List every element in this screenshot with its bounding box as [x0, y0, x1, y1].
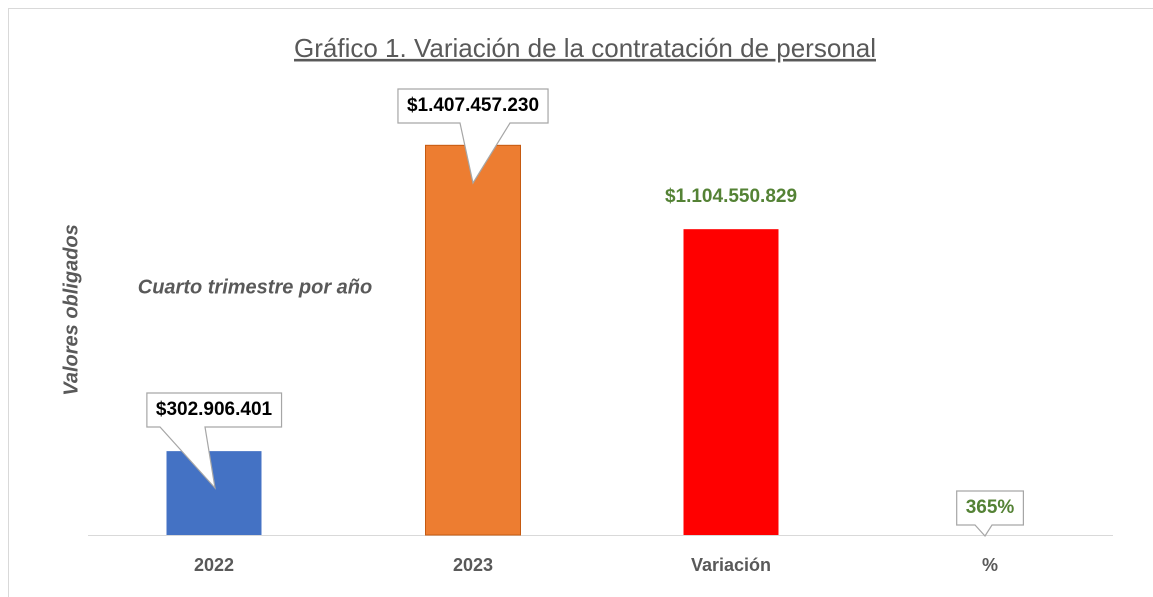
callout-box	[956, 490, 1024, 537]
bar	[425, 144, 521, 536]
value-label: $1.104.550.829	[665, 186, 797, 207]
value-label: $1.407.457.230	[407, 95, 539, 116]
x-tick-label: Variación	[691, 555, 771, 575]
value-label: $302.906.401	[156, 399, 273, 420]
callout-box	[146, 392, 283, 490]
chart-title: Gráfico 1. Variación de la contratación …	[294, 33, 876, 63]
value-label: 365%	[966, 497, 1015, 518]
x-tick-label: 2023	[453, 555, 493, 575]
x-tick-label: 2022	[194, 555, 234, 575]
y-axis-label: Valores obligados	[60, 224, 82, 396]
subtitle: Cuarto trimestre por año	[138, 276, 372, 298]
bar	[166, 451, 262, 535]
bar	[683, 229, 779, 535]
x-tick-label: %	[982, 555, 998, 575]
callout-box	[397, 88, 549, 185]
